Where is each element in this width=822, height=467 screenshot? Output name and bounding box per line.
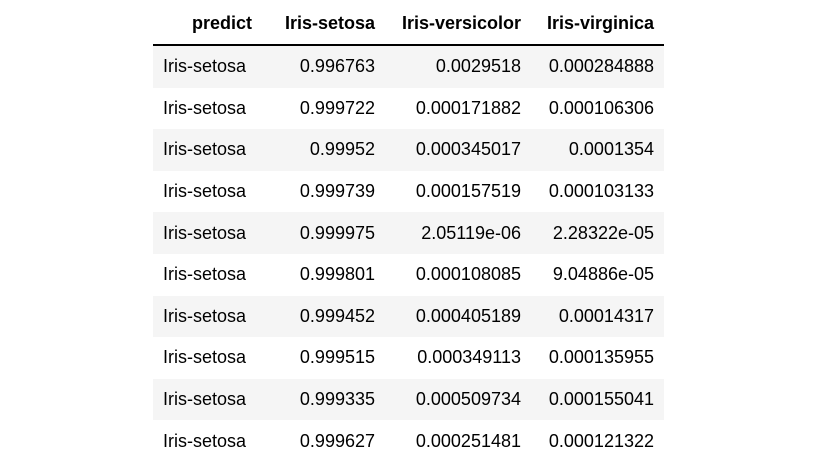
table-row: Iris-setosa 0.999801 0.000108085 9.04886…: [153, 253, 664, 296]
versicolor-probability-cell: 0.000405189: [385, 295, 531, 338]
table-row: Iris-setosa 0.999975 2.05119e-06 2.28322…: [153, 212, 664, 254]
predict-cell: Iris-setosa: [153, 378, 262, 421]
virginica-probability-cell: 0.00014317: [531, 295, 664, 338]
table-row: Iris-setosa 0.999335 0.000509734 0.00015…: [153, 378, 664, 421]
predict-cell: Iris-setosa: [153, 170, 262, 213]
virginica-probability-cell: 0.000121322: [531, 420, 664, 462]
versicolor-probability-cell: 0.000509734: [385, 378, 531, 421]
predict-cell: Iris-setosa: [153, 420, 262, 462]
header-row: predict Iris-setosa Iris-versicolor Iris…: [153, 2, 664, 46]
table-body: Iris-setosa 0.996763 0.0029518 0.0002848…: [153, 45, 664, 462]
table-header: predict Iris-setosa Iris-versicolor Iris…: [153, 2, 664, 46]
versicolor-probability-cell: 0.000349113: [385, 337, 531, 379]
table-row: Iris-setosa 0.99952 0.000345017 0.000135…: [153, 129, 664, 171]
virginica-probability-cell: 0.000284888: [531, 45, 664, 88]
setosa-probability-cell: 0.996763: [262, 45, 385, 88]
setosa-probability-cell: 0.999722: [262, 87, 385, 130]
versicolor-probability-cell: 0.000108085: [385, 253, 531, 296]
column-header-iris-versicolor: Iris-versicolor: [385, 2, 531, 46]
predict-cell: Iris-setosa: [153, 129, 262, 171]
versicolor-probability-cell: 0.000251481: [385, 420, 531, 462]
table-row: Iris-setosa 0.999452 0.000405189 0.00014…: [153, 295, 664, 338]
versicolor-probability-cell: 0.000345017: [385, 129, 531, 171]
table-row: Iris-setosa 0.999722 0.000171882 0.00010…: [153, 87, 664, 130]
versicolor-probability-cell: 0.000171882: [385, 87, 531, 130]
predict-cell: Iris-setosa: [153, 253, 262, 296]
virginica-probability-cell: 2.28322e-05: [531, 212, 664, 254]
column-header-iris-virginica: Iris-virginica: [531, 2, 664, 46]
column-header-iris-setosa: Iris-setosa: [262, 2, 385, 46]
table-row: Iris-setosa 0.999739 0.000157519 0.00010…: [153, 170, 664, 213]
table-row: Iris-setosa 0.999627 0.000251481 0.00012…: [153, 420, 664, 462]
virginica-probability-cell: 0.000155041: [531, 378, 664, 421]
virginica-probability-cell: 9.04886e-05: [531, 253, 664, 296]
setosa-probability-cell: 0.999452: [262, 295, 385, 338]
versicolor-probability-cell: 0.000157519: [385, 170, 531, 213]
setosa-probability-cell: 0.999335: [262, 378, 385, 421]
versicolor-probability-cell: 0.0029518: [385, 45, 531, 88]
table-row: Iris-setosa 0.996763 0.0029518 0.0002848…: [153, 45, 664, 88]
setosa-probability-cell: 0.999801: [262, 253, 385, 296]
virginica-probability-cell: 0.000106306: [531, 87, 664, 130]
setosa-probability-cell: 0.999515: [262, 337, 385, 379]
setosa-probability-cell: 0.99952: [262, 129, 385, 171]
predict-cell: Iris-setosa: [153, 45, 262, 88]
prediction-table: predict Iris-setosa Iris-versicolor Iris…: [153, 2, 664, 462]
virginica-probability-cell: 0.000135955: [531, 337, 664, 379]
prediction-table-container: predict Iris-setosa Iris-versicolor Iris…: [153, 2, 664, 462]
versicolor-probability-cell: 2.05119e-06: [385, 212, 531, 254]
predict-cell: Iris-setosa: [153, 295, 262, 338]
predict-cell: Iris-setosa: [153, 87, 262, 130]
setosa-probability-cell: 0.999627: [262, 420, 385, 462]
setosa-probability-cell: 0.999975: [262, 212, 385, 254]
table-row: Iris-setosa 0.999515 0.000349113 0.00013…: [153, 337, 664, 379]
predict-cell: Iris-setosa: [153, 212, 262, 254]
setosa-probability-cell: 0.999739: [262, 170, 385, 213]
column-header-predict: predict: [153, 2, 262, 46]
predict-cell: Iris-setosa: [153, 337, 262, 379]
virginica-probability-cell: 0.0001354: [531, 129, 664, 171]
virginica-probability-cell: 0.000103133: [531, 170, 664, 213]
